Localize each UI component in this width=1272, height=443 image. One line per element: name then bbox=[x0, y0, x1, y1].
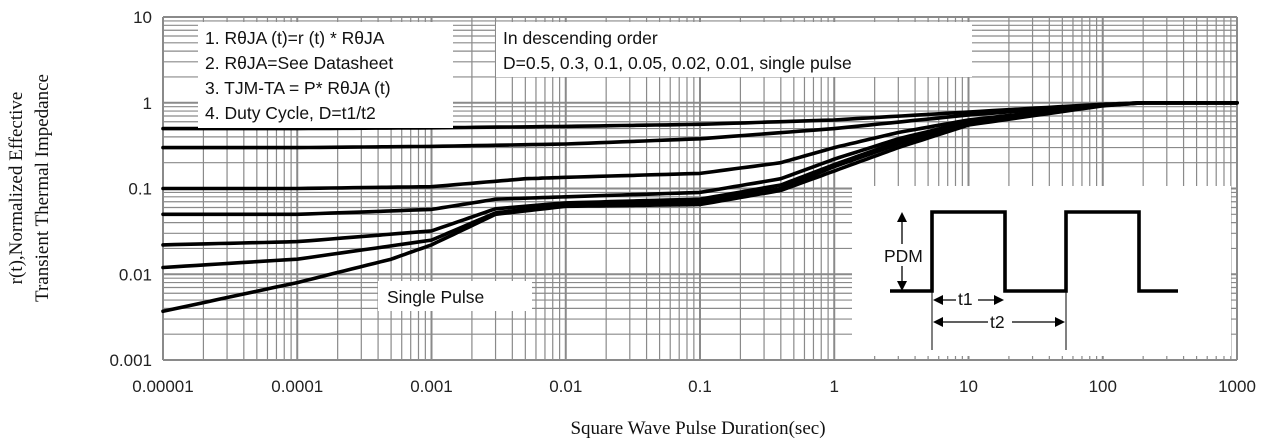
x-tick-label: 0.001 bbox=[410, 377, 453, 396]
y-axis-title-line2: Transient Thermal Impedance bbox=[32, 74, 53, 302]
note-3: 3. TJM-TA = P* RθJA (t) bbox=[205, 78, 391, 98]
y-tick-label: 10 bbox=[133, 8, 152, 27]
x-tick-label: 1000 bbox=[1218, 377, 1256, 396]
pulse-waveform bbox=[890, 210, 1178, 293]
x-axis-title: Square Wave Pulse Duration(sec) bbox=[570, 418, 825, 439]
x-tick-label: 0.01 bbox=[549, 377, 582, 396]
note-4: 4. Duty Cycle, D=t1/t2 bbox=[205, 103, 376, 123]
y-tick-label: 0.01 bbox=[119, 265, 152, 284]
y-axis-title-line1: r(t),Normalized Effective bbox=[6, 92, 27, 285]
note-1: 1. RθJA (t)=r (t) * RθJA bbox=[205, 28, 385, 48]
y-tick-label: 0.1 bbox=[128, 180, 152, 199]
t1-label: t1 bbox=[958, 289, 973, 309]
x-tick-label: 0.00001 bbox=[132, 377, 193, 396]
single-pulse-label-box: Single Pulse bbox=[378, 281, 532, 311]
pdm-label: PDM bbox=[884, 246, 923, 266]
tick-labels: 0.00001 0.0001 0.001 0.01 0.1 1 10 100 1000 0.001… bbox=[109, 8, 1255, 396]
notes-box: 1. RθJA (t)=r (t) * RθJA 2. RθJA=See Dat… bbox=[198, 22, 453, 128]
y-tick-label: 0.001 bbox=[109, 351, 152, 370]
x-tick-label: 100 bbox=[1089, 377, 1117, 396]
duty-cycle-inset: PDM t1 t2 bbox=[852, 186, 1231, 356]
legend-text: D=0.5, 0.3, 0.1, 0.05, 0.02, 0.01, singl… bbox=[503, 53, 852, 73]
legend-title: In descending order bbox=[503, 28, 658, 48]
curves bbox=[161, 101, 1239, 314]
x-tick-label: 10 bbox=[959, 377, 978, 396]
x-tick-label: 1 bbox=[830, 377, 839, 396]
x-tick-label: 0.1 bbox=[688, 377, 712, 396]
x-tick-label: 0.0001 bbox=[271, 377, 323, 396]
legend-box: In descending order D=0.5, 0.3, 0.1, 0.0… bbox=[496, 22, 972, 77]
single-pulse-label: Single Pulse bbox=[387, 287, 484, 307]
y-tick-label: 1 bbox=[143, 94, 152, 113]
curve-single-pulse bbox=[161, 101, 1239, 314]
note-2: 2. RθJA=See Datasheet bbox=[205, 53, 393, 73]
t2-label: t2 bbox=[990, 312, 1005, 332]
